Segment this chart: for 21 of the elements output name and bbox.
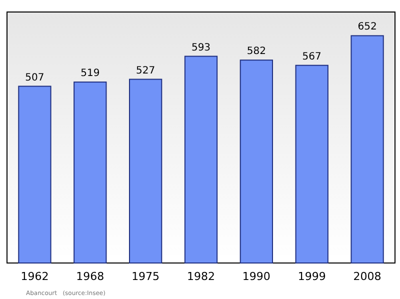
- bar: [295, 64, 328, 264]
- bar: [74, 82, 107, 264]
- data-label: 519: [80, 68, 100, 80]
- x-tick-label: 1975: [132, 270, 160, 283]
- bar: [240, 60, 274, 264]
- x-tick-label: 1999: [298, 270, 326, 283]
- bar: [350, 35, 384, 264]
- x-tick-label: 1968: [76, 270, 104, 283]
- x-tick-label: 1962: [20, 270, 49, 283]
- bar: [184, 56, 218, 264]
- data-label: 567: [302, 51, 322, 62]
- x-tick-label: 2008: [353, 270, 382, 283]
- x-tick-label: 1990: [242, 270, 270, 283]
- x-tick-label: 1982: [187, 270, 215, 283]
- data-label: 582: [246, 46, 266, 58]
- data-label: 593: [191, 42, 211, 54]
- bar: [128, 78, 162, 264]
- data-label: 527: [136, 65, 156, 76]
- bar: [18, 86, 52, 264]
- data-label: 652: [358, 22, 377, 33]
- data-label: 507: [25, 72, 44, 84]
